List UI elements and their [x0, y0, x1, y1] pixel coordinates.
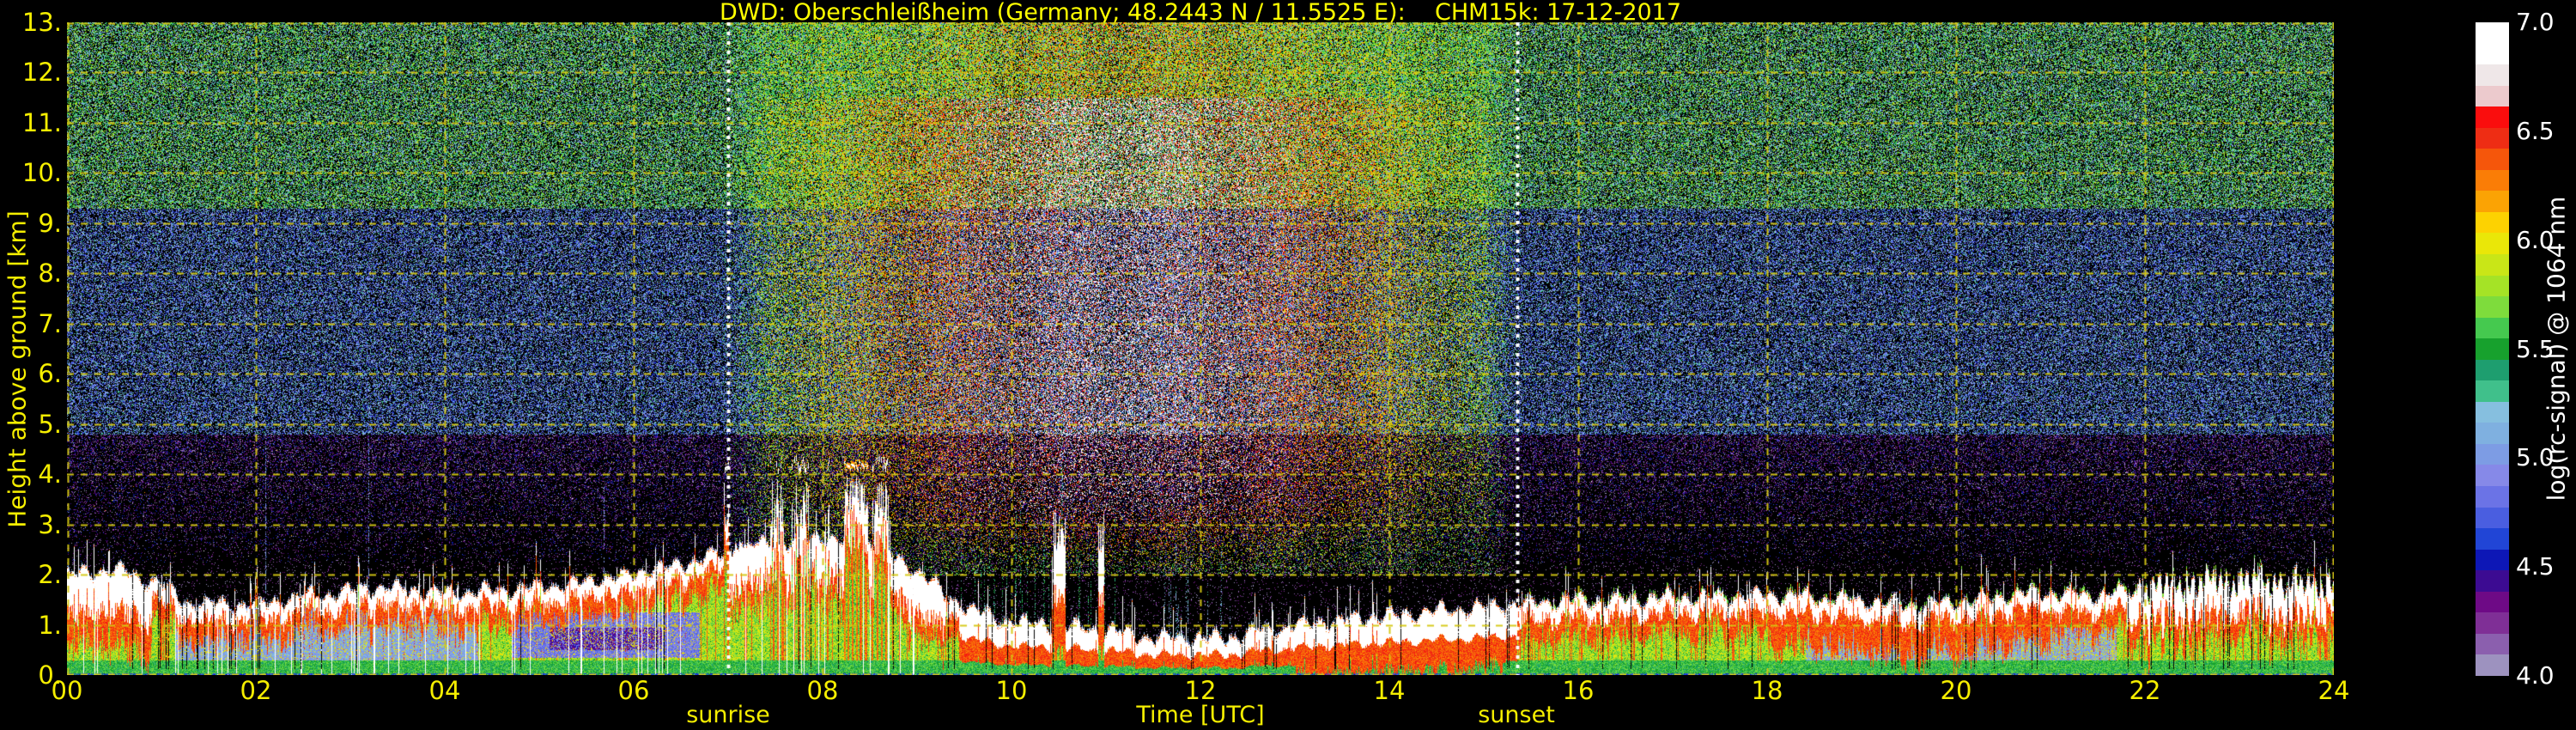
colorbar-swatch [2476, 317, 2509, 339]
colorbar-tick-label: 5.0 [2516, 443, 2555, 472]
colorbar-swatch [2476, 423, 2509, 444]
colorbar-swatch [2476, 191, 2509, 212]
y-tick-label: 9. [38, 208, 62, 238]
colorbar-swatch [2476, 275, 2509, 297]
colorbar-swatch [2476, 211, 2509, 234]
x-tick-label: 22 [2129, 676, 2161, 705]
colorbar-tick-label: 6.0 [2516, 225, 2555, 254]
x-tick-label: 14 [1373, 676, 1406, 705]
colorbar-swatch [2476, 85, 2509, 107]
colorbar-tick-label: 6.5 [2516, 116, 2555, 145]
colorbar-swatch [2476, 233, 2509, 255]
colorbar-swatch [2476, 149, 2509, 170]
colorbar-swatch [2476, 654, 2509, 676]
x-tick-label: 16 [1562, 676, 1595, 705]
colorbar-swatch [2476, 591, 2509, 613]
colorbar-tick-label: 4.5 [2516, 552, 2555, 581]
colorbar-swatch [2476, 486, 2509, 508]
x-tick-label: 24 [2318, 676, 2350, 705]
colorbar-swatch [2476, 254, 2509, 276]
colorbar-swatch [2476, 22, 2509, 44]
x-tick-label: 20 [1940, 676, 1972, 705]
x-axis-label: Time [UTC] [1136, 702, 1265, 728]
x-tick-label: 04 [428, 676, 461, 705]
colorbar-swatch [2476, 43, 2509, 65]
y-tick-label: 11. [21, 107, 62, 137]
colorbar-swatch [2476, 401, 2509, 423]
colorbar-swatch [2476, 443, 2509, 465]
sunset-annotation: sunset [1478, 702, 1555, 728]
colorbar-swatch [2476, 338, 2509, 360]
y-tick-label: 1. [38, 610, 62, 640]
colorbar-swatch [2476, 169, 2509, 192]
y-tick-label: 2. [38, 560, 62, 590]
y-tick-label: 7. [38, 308, 62, 338]
colorbar [2476, 22, 2509, 676]
y-tick-label: 3. [38, 509, 62, 539]
x-tick-label: 06 [617, 676, 650, 705]
y-tick-label: 12. [21, 58, 62, 88]
colorbar-swatch [2476, 507, 2509, 529]
colorbar-swatch [2476, 549, 2509, 571]
colorbar-tick-label: 4.0 [2516, 661, 2555, 690]
colorbar-label: log(rc-signal) @ 1064 nm [2542, 196, 2571, 502]
colorbar-tick-label: 5.5 [2516, 334, 2555, 363]
y-tick-label: 10. [21, 158, 62, 188]
colorbar-swatch [2476, 127, 2509, 149]
x-tick-label: 12 [1184, 676, 1217, 705]
colorbar-swatch [2476, 633, 2509, 655]
y-tick-label: 4. [38, 459, 62, 490]
y-tick-label: 5. [38, 409, 62, 439]
colorbar-swatch [2476, 612, 2509, 634]
plot-title: DWD: Oberschleißheim (Germany; 48.2443 N… [719, 0, 1682, 26]
x-tick-label: 00 [51, 676, 83, 705]
colorbar-swatch [2476, 359, 2509, 381]
colorbar-swatch [2476, 465, 2509, 487]
y-tick-label: 13. [21, 8, 62, 37]
y-tick-label: 8. [38, 259, 62, 289]
x-tick-label: 10 [995, 676, 1028, 705]
x-tick-label: 18 [1751, 676, 1783, 705]
x-tick-label: 02 [240, 676, 272, 705]
colorbar-swatch [2476, 570, 2509, 592]
colorbar-swatch [2476, 528, 2509, 550]
colorbar-swatch [2476, 64, 2509, 86]
y-tick-label: 6. [38, 359, 62, 389]
y-tick-label: 0. [38, 660, 62, 690]
colorbar-swatch [2476, 106, 2509, 128]
heatmap-canvas [67, 22, 2334, 675]
colorbar-swatch [2476, 296, 2509, 318]
colorbar-swatch [2476, 380, 2509, 402]
x-tick-label: 08 [806, 676, 839, 705]
colorbar-tick-label: 7.0 [2516, 8, 2555, 36]
sunrise-annotation: sunrise [686, 702, 770, 728]
